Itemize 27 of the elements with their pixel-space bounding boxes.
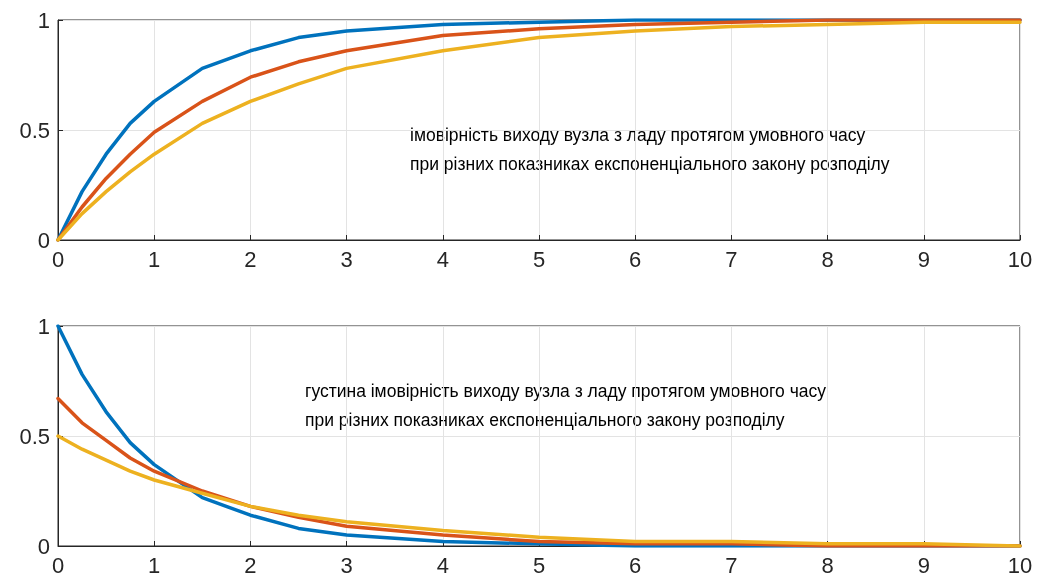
x-tick-label: 5 [532,246,546,272]
x-tick-label: 6 [629,246,642,272]
y-tick-label: 0.5 [19,423,50,449]
x-tick-label: 10 [1007,246,1033,272]
x-tick-label: 9 [917,246,930,272]
x-tick-label: 1 [148,246,161,272]
x-tick-label: 3 [340,246,353,272]
x-tick-label: 8 [821,246,834,272]
x-tick-label: 2 [244,246,257,272]
x-tick-label: 3 [340,552,353,578]
y-tick-label: 1 [37,7,50,33]
x-tick-label: 4 [436,246,449,272]
x-tick-label: 7 [725,552,738,578]
x-tick-label: 1 [148,552,161,578]
y-tick-label: 0 [37,533,50,559]
x-tick-label: 2 [244,552,257,578]
y-tick-label: 0.5 [19,117,50,143]
x-tick-label: 8 [821,552,834,578]
x-tick-label: 10 [1007,552,1033,578]
x-tick-label: 4 [436,552,449,578]
x-tick-label: 5 [532,552,546,578]
x-tick-label: 7 [725,246,738,272]
y-tick-label: 1 [37,313,50,339]
x-tick-label: 9 [917,552,930,578]
y-tick-label: 0 [37,227,50,253]
annotation: густина імовірність виходу вузла з ладу протягом умовного часу при різних показниках експоненціального закону розподілу [305,380,827,430]
x-tick-label: 6 [629,552,642,578]
